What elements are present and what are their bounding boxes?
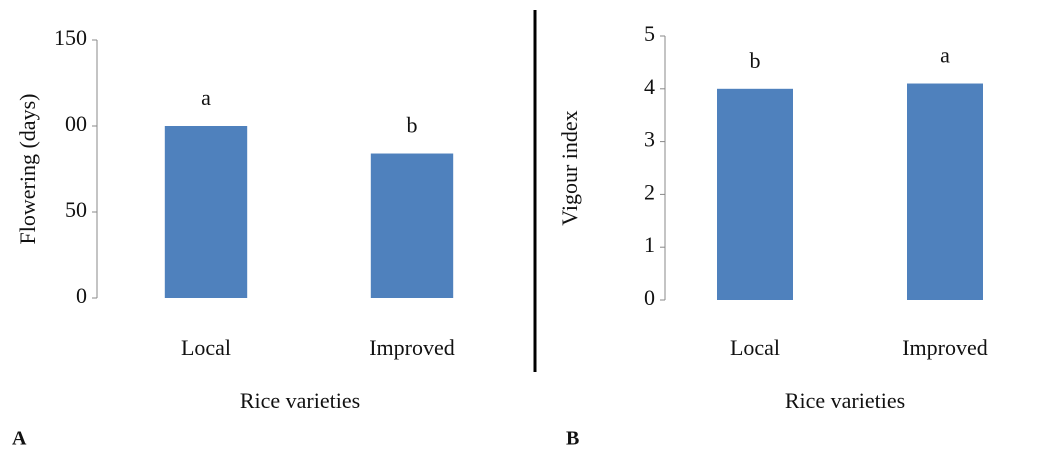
y-tick-label: 150 [54,25,87,50]
x-tick-label: Local [730,335,780,360]
y-axis-label: Flowering (days) [15,94,40,245]
x-axis-label: Rice varieties [785,388,905,413]
y-tick-label: 2 [644,179,655,204]
y-tick-label: 1 [644,232,655,257]
bar [907,83,983,301]
y-tick-label: 50 [65,197,87,222]
x-tick-label: Improved [369,335,455,360]
bar [717,88,793,300]
panel-label: A [12,428,27,450]
x-axis-label: Rice varieties [240,388,360,413]
y-tick-label: 0 [644,285,655,310]
y-tick-label: 0 [76,283,87,308]
panel-label: B [566,428,579,450]
bar-annotation: a [201,85,211,110]
x-tick-label: Local [181,335,231,360]
bar [370,153,454,298]
bar-annotation: b [407,113,418,138]
y-tick-label: 5 [644,21,655,46]
y-tick-label: 3 [644,127,655,152]
bar-annotation: b [750,48,761,73]
y-tick-label: 4 [644,74,655,99]
y-tick-label: 00 [65,111,87,136]
bar-annotation: a [940,43,950,68]
x-tick-label: Improved [902,335,988,360]
y-axis-label: Vigour index [557,110,582,225]
bar [164,126,248,298]
